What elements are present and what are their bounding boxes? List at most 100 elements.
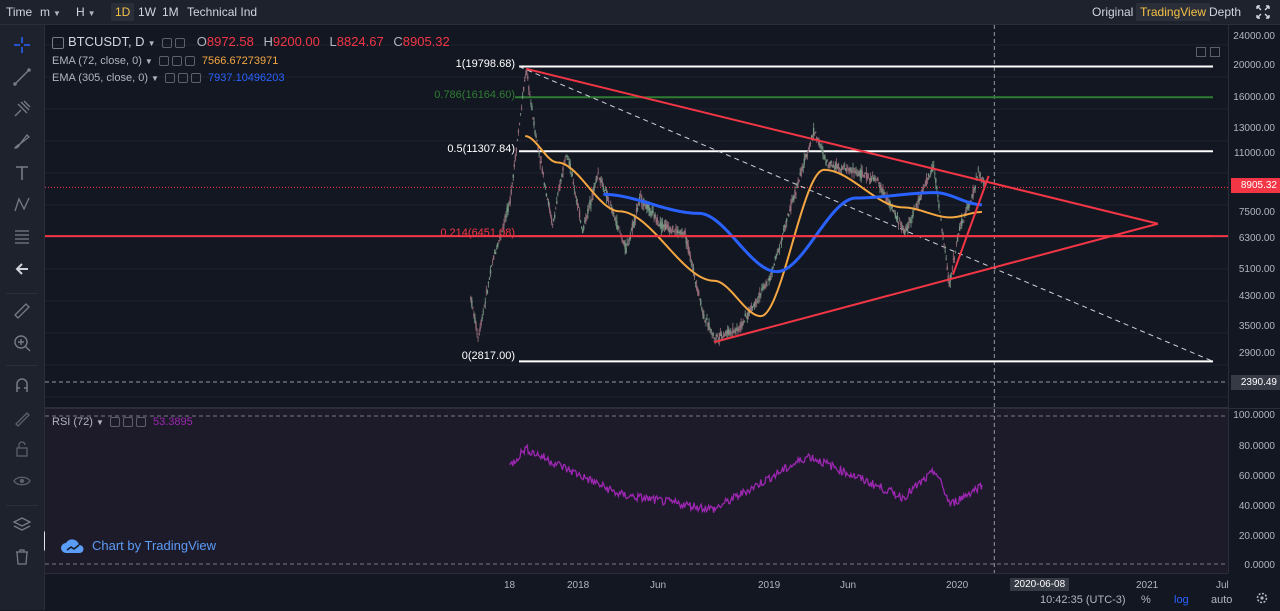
pattern-icon[interactable] bbox=[12, 195, 32, 215]
candle-body bbox=[936, 186, 938, 189]
eye-icon[interactable] bbox=[122, 417, 133, 428]
rsi-pane[interactable] bbox=[45, 409, 1228, 573]
pane-separator[interactable] bbox=[45, 407, 1280, 409]
candle-body bbox=[664, 223, 667, 230]
tradingview-watermark[interactable]: Chart by TradingView bbox=[60, 535, 216, 557]
candle-body bbox=[589, 200, 591, 205]
interval-1d-button[interactable]: 1D bbox=[111, 3, 135, 21]
crosshair-icon[interactable] bbox=[12, 35, 32, 55]
view-original-tab[interactable]: Original bbox=[1092, 5, 1134, 19]
candle-body bbox=[521, 95, 524, 98]
candle-body bbox=[483, 305, 485, 307]
price-pane[interactable] bbox=[45, 25, 1228, 408]
settings-icon[interactable] bbox=[164, 73, 175, 84]
candle-body bbox=[739, 324, 741, 330]
ema305-label[interactable]: EMA (305, close, 0) bbox=[52, 72, 148, 84]
log-scale-button[interactable]: log bbox=[1174, 594, 1189, 606]
candle-body bbox=[849, 167, 851, 170]
candle-body bbox=[930, 167, 933, 173]
candle-body bbox=[575, 200, 578, 202]
price-tick: 11000.00 bbox=[1234, 148, 1275, 159]
text-tool-icon[interactable] bbox=[12, 163, 32, 183]
candle-body bbox=[784, 226, 787, 229]
rsi-scale[interactable]: 100.0000 80.0000 60.0000 40.0000 20.0000… bbox=[1228, 409, 1280, 573]
candle-body bbox=[518, 124, 521, 126]
lock-drawing-icon[interactable] bbox=[12, 407, 32, 427]
candle-body bbox=[645, 204, 647, 209]
close-icon[interactable] bbox=[190, 73, 201, 84]
candle-body bbox=[637, 202, 640, 205]
candle-body bbox=[855, 171, 857, 174]
candle-body bbox=[602, 186, 605, 190]
price-scale[interactable]: 24000.00 20000.00 16000.00 13000.00 1100… bbox=[1228, 25, 1280, 408]
technical-indicators-button[interactable]: Technical Ind bbox=[187, 5, 258, 19]
symbol-name[interactable]: BTCUSDT, D bbox=[68, 34, 145, 49]
short-trendline bbox=[951, 175, 990, 275]
candle-body bbox=[554, 214, 556, 218]
pitchfork-icon[interactable] bbox=[12, 99, 32, 119]
candle-body bbox=[834, 163, 837, 170]
arrow-left-icon[interactable] bbox=[12, 259, 32, 279]
eye-icon[interactable] bbox=[171, 56, 182, 67]
layers-icon[interactable] bbox=[12, 515, 32, 535]
candle-body bbox=[837, 163, 840, 170]
candle-body bbox=[841, 166, 844, 169]
candle-body bbox=[507, 205, 509, 212]
candle-body bbox=[934, 173, 936, 175]
cloud-logo-icon bbox=[61, 538, 84, 553]
candle-body bbox=[840, 168, 843, 170]
trash-icon[interactable] bbox=[12, 547, 32, 567]
fib-retracement-icon[interactable] bbox=[12, 227, 32, 247]
settings-icon[interactable] bbox=[162, 37, 173, 48]
candle-body bbox=[745, 316, 748, 317]
candle-body bbox=[548, 207, 551, 211]
auto-scale-button[interactable]: auto bbox=[1211, 594, 1233, 606]
view-tradingview-tab[interactable]: TradingView bbox=[1136, 3, 1211, 21]
view-depth-tab[interactable]: Depth bbox=[1209, 5, 1242, 19]
candle-body bbox=[908, 222, 910, 226]
trend-line-icon[interactable] bbox=[12, 67, 32, 87]
lock-icon[interactable] bbox=[12, 439, 32, 459]
chevron-down-icon[interactable]: ▼ bbox=[95, 418, 104, 427]
time-chart-type-button[interactable]: Time bbox=[6, 5, 33, 19]
close-icon[interactable] bbox=[184, 56, 195, 67]
eye-icon[interactable] bbox=[12, 471, 32, 491]
candle-body bbox=[633, 217, 636, 223]
percent-scale-button[interactable]: % bbox=[1141, 594, 1151, 606]
hours-interval-dropdown[interactable]: H ▼ bbox=[72, 3, 108, 21]
interval-1m-button[interactable]: 1M bbox=[162, 5, 179, 19]
chevron-down-icon[interactable]: ▼ bbox=[144, 57, 153, 66]
eye-icon[interactable] bbox=[177, 73, 188, 84]
candle-body bbox=[854, 170, 856, 172]
collapse-legend-icon[interactable] bbox=[52, 36, 64, 49]
interval-1w-button[interactable]: 1W bbox=[138, 5, 156, 19]
fullscreen-icon[interactable] bbox=[1252, 3, 1276, 21]
ema72-value: 7566.67273971 bbox=[201, 55, 279, 67]
chevron-down-icon[interactable]: ▼ bbox=[147, 39, 156, 48]
candle-body bbox=[470, 296, 472, 301]
candle-body bbox=[879, 185, 881, 189]
ruler-icon[interactable] bbox=[12, 301, 32, 321]
pane-settings-icon[interactable] bbox=[1196, 47, 1206, 57]
chevron-down-icon[interactable]: ▼ bbox=[151, 74, 159, 83]
brush-icon[interactable] bbox=[12, 131, 32, 151]
candle-body bbox=[493, 252, 496, 254]
zoom-in-icon[interactable] bbox=[12, 333, 32, 353]
ema72-label[interactable]: EMA (72, close, 0) bbox=[52, 55, 142, 67]
rsi-label[interactable]: RSI (72) bbox=[52, 416, 93, 428]
gear-icon[interactable] bbox=[1255, 591, 1269, 608]
candle-body bbox=[565, 155, 567, 157]
candle-body bbox=[482, 311, 484, 313]
close-icon[interactable] bbox=[135, 417, 146, 428]
settings-icon[interactable] bbox=[158, 56, 169, 67]
pane-maximize-icon[interactable] bbox=[1210, 47, 1220, 57]
candle-body bbox=[609, 204, 612, 206]
settings-icon[interactable] bbox=[109, 417, 120, 428]
minutes-interval-dropdown[interactable]: m ▼ bbox=[36, 3, 72, 21]
magnet-icon[interactable] bbox=[12, 375, 32, 395]
time-scale[interactable]: 18 2018 Jun 2019 Jun 2020 2021 Jul 2020-… bbox=[45, 573, 1229, 611]
upper-trendline bbox=[525, 67, 1159, 225]
eye-icon[interactable] bbox=[175, 37, 186, 48]
fib-label-0: 0(2817.00) bbox=[461, 350, 515, 362]
candle-body bbox=[724, 332, 727, 334]
